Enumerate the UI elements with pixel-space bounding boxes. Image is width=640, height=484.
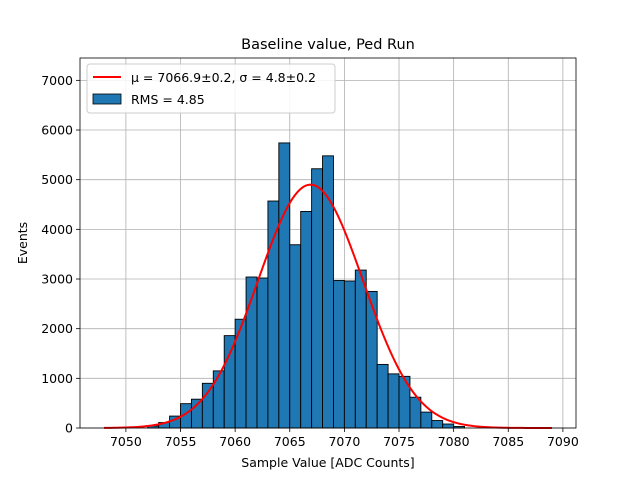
y-tick-label: 4000 bbox=[41, 222, 73, 237]
histogram-bar bbox=[300, 211, 313, 429]
y-tick-label: 5000 bbox=[41, 172, 73, 187]
histogram-bar bbox=[420, 411, 433, 429]
histogram-bar bbox=[343, 280, 356, 429]
histogram-bar bbox=[409, 396, 422, 429]
y-tick-label: 6000 bbox=[41, 123, 73, 138]
histogram-bar bbox=[256, 277, 269, 429]
y-tick-label: 0 bbox=[65, 421, 73, 436]
histogram-bar bbox=[431, 420, 444, 429]
histogram-bar bbox=[376, 363, 389, 429]
histogram-bar bbox=[223, 335, 236, 429]
x-tick-label: 7070 bbox=[328, 434, 360, 449]
y-tick-label: 3000 bbox=[41, 272, 73, 287]
histogram-bar bbox=[354, 269, 367, 429]
histogram-bar bbox=[387, 373, 400, 429]
legend: μ = 7066.9±0.2, σ = 4.8±0.2 RMS = 4.85 bbox=[86, 63, 336, 114]
x-axis-label: Sample Value [ADC Counts] bbox=[241, 455, 414, 470]
histogram-bar bbox=[442, 423, 455, 429]
x-tick-label: 7065 bbox=[274, 434, 306, 449]
x-tick-label: 7090 bbox=[547, 434, 579, 449]
legend-histogram-swatch bbox=[92, 93, 122, 105]
legend-box bbox=[86, 63, 336, 114]
legend-fit-label: μ = 7066.9±0.2, σ = 4.8±0.2 bbox=[131, 70, 316, 85]
y-tick-label: 7000 bbox=[41, 73, 73, 88]
x-tick-label: 7060 bbox=[219, 434, 251, 449]
histogram-bar bbox=[311, 168, 323, 429]
x-tick-label: 7055 bbox=[165, 434, 197, 449]
histogram-bars bbox=[147, 142, 466, 429]
chart-title: Baseline value, Ped Run bbox=[241, 37, 415, 53]
y-tick-label: 2000 bbox=[41, 321, 73, 336]
gaussian-fit bbox=[104, 183, 552, 429]
fit-curve bbox=[104, 183, 552, 429]
x-tick-label: 7080 bbox=[438, 434, 470, 449]
histogram-bar bbox=[365, 290, 378, 429]
y-axis-ticks: 0 1000 2000 3000 4000 5000 6000 7000 bbox=[41, 73, 80, 436]
histogram-bar bbox=[289, 244, 302, 429]
histogram-bar bbox=[333, 280, 345, 429]
x-tick-label: 7075 bbox=[383, 434, 415, 449]
histogram-bar bbox=[212, 370, 225, 429]
y-axis-label: Events bbox=[15, 222, 30, 264]
plot-frame bbox=[79, 57, 577, 429]
x-tick-label: 7050 bbox=[110, 434, 142, 449]
legend-histogram-label: RMS = 4.85 bbox=[131, 92, 205, 107]
histogram-bar bbox=[278, 142, 291, 429]
histogram-bar bbox=[267, 200, 280, 429]
x-axis-ticks: 7050 7055 7060 7065 7070 7075 7080 7085 7090 bbox=[110, 428, 579, 449]
histogram-bar bbox=[201, 382, 214, 429]
y-tick-label: 1000 bbox=[41, 371, 73, 386]
x-tick-label: 7085 bbox=[492, 434, 524, 449]
